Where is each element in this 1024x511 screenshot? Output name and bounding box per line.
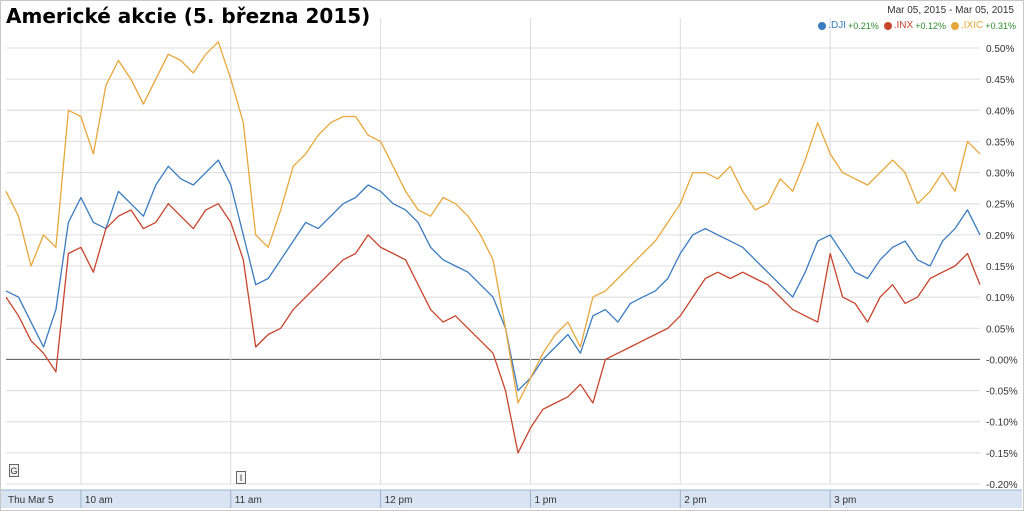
x-tick-label: 2 pm [684, 495, 706, 506]
legend-dot-dji [818, 21, 827, 30]
y-tick-label: -0.05% [986, 387, 1018, 398]
legend-change-dji: +0.21% [847, 20, 879, 31]
y-tick-label: -0.20% [986, 480, 1018, 491]
chart-title: Americké akcie (5. března 2015) [6, 4, 371, 28]
legend-dot-inx [883, 21, 892, 30]
x-tick-label: Thu Mar 5 [8, 495, 54, 506]
legend: .DJI +0.21% .INX +0.12% .IXIC +0.31% [818, 20, 1016, 31]
legend-dot-ixic [950, 21, 959, 30]
y-tick-label: -0.00% [986, 355, 1018, 366]
y-tick-label: 0.25% [986, 200, 1014, 211]
date-range-label: Mar 05, 2015 - Mar 05, 2015 [887, 5, 1014, 16]
y-tick-label: 0.45% [986, 75, 1014, 86]
legend-change-ixic: +0.31% [985, 20, 1016, 31]
y-tick-label: 0.50% [986, 44, 1014, 55]
x-tick-label: 10 am [85, 495, 113, 506]
y-tick-label: 0.40% [986, 106, 1014, 117]
y-tick-label: -0.15% [986, 449, 1018, 460]
series-line-ixic [5, 41, 981, 404]
news-marker-i[interactable]: I [236, 471, 246, 484]
legend-item-inx[interactable]: .INX +0.12% [883, 20, 946, 31]
series-line-inx [5, 203, 981, 454]
y-tick-label: 0.30% [986, 169, 1014, 180]
y-tick-label: 0.05% [986, 324, 1014, 335]
legend-item-ixic[interactable]: .IXIC +0.31% [950, 20, 1016, 31]
legend-item-dji[interactable]: .DJI +0.21% [818, 20, 879, 31]
series-line-dji [5, 159, 981, 392]
legend-symbol-dji: .DJI [828, 20, 846, 31]
x-tick-label: 12 pm [385, 495, 413, 506]
legend-symbol-inx: .INX [893, 20, 914, 31]
x-tick-label: 11 am [235, 495, 262, 506]
y-tick-label: 0.20% [986, 231, 1014, 242]
legend-change-inx: +0.12% [915, 20, 946, 31]
x-tick-label: 1 pm [534, 495, 556, 506]
y-tick-label: 0.35% [986, 137, 1014, 148]
news-marker-g[interactable]: G [9, 464, 19, 477]
x-tick-label: 3 pm [834, 495, 856, 506]
y-tick-label: -0.10% [986, 418, 1018, 429]
y-tick-label: 0.15% [986, 262, 1014, 273]
time-axis-band [1, 490, 1022, 508]
legend-symbol-ixic: .IXIC [960, 20, 984, 31]
y-tick-label: 0.10% [986, 293, 1014, 304]
